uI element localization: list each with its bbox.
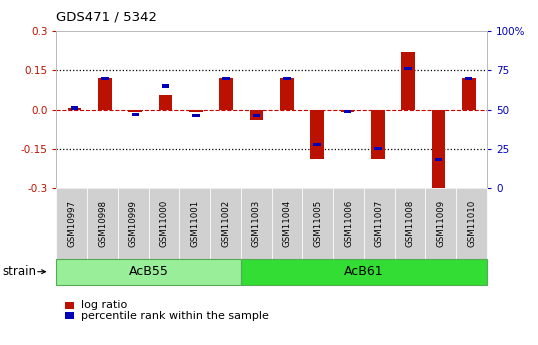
Text: GSM11000: GSM11000	[160, 200, 168, 247]
Text: strain: strain	[3, 265, 37, 278]
Bar	[101, 77, 109, 80]
Bar	[431, 110, 445, 188]
Bar	[222, 77, 230, 80]
Bar	[129, 110, 142, 112]
Bar	[68, 108, 81, 110]
Bar	[159, 95, 172, 110]
Bar	[283, 77, 291, 80]
Text: GSM11004: GSM11004	[282, 200, 292, 247]
Text: GSM10998: GSM10998	[98, 200, 107, 247]
Bar	[313, 142, 321, 146]
Bar	[162, 85, 169, 88]
Text: GSM10999: GSM10999	[129, 200, 138, 247]
Text: GSM11002: GSM11002	[221, 200, 230, 247]
Bar	[435, 158, 442, 161]
Text: GSM11005: GSM11005	[313, 200, 322, 247]
Bar	[253, 114, 260, 117]
Bar	[401, 52, 415, 110]
Bar	[131, 113, 139, 116]
Bar	[192, 114, 200, 117]
Text: GSM11007: GSM11007	[375, 200, 384, 247]
Text: GSM10997: GSM10997	[67, 200, 76, 247]
Text: GDS471 / 5342: GDS471 / 5342	[56, 10, 158, 23]
Text: GSM11001: GSM11001	[190, 200, 200, 247]
Text: percentile rank within the sample: percentile rank within the sample	[81, 311, 268, 321]
Bar	[220, 78, 233, 110]
Bar	[374, 147, 381, 150]
Bar	[404, 67, 412, 70]
Bar	[280, 78, 294, 110]
Text: GSM11009: GSM11009	[436, 200, 445, 247]
Bar	[371, 110, 385, 159]
Bar	[465, 77, 472, 80]
Bar	[98, 78, 112, 110]
Bar	[310, 110, 324, 159]
Text: GSM11008: GSM11008	[406, 200, 415, 247]
Text: GSM11003: GSM11003	[252, 200, 261, 247]
Text: log ratio: log ratio	[81, 300, 127, 310]
Text: GSM11010: GSM11010	[467, 200, 476, 247]
Bar	[344, 110, 351, 113]
Text: GSM11006: GSM11006	[344, 200, 353, 247]
Bar	[71, 106, 79, 110]
Bar	[341, 110, 355, 112]
Text: AcB61: AcB61	[344, 265, 384, 278]
Text: AcB55: AcB55	[129, 265, 168, 278]
Bar	[189, 110, 203, 112]
Bar	[250, 110, 264, 120]
Bar	[462, 78, 476, 110]
